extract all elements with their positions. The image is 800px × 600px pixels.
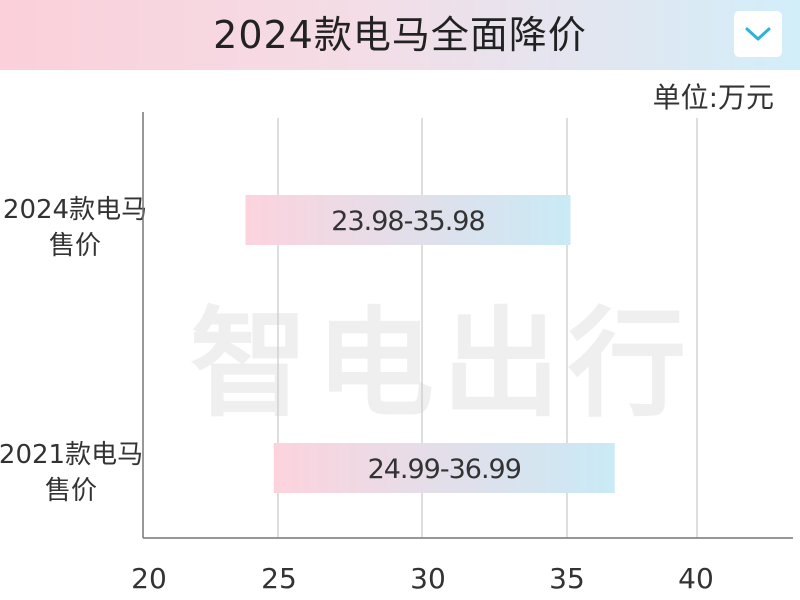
x-tick-label: 25 <box>261 562 297 595</box>
collapse-toggle-button[interactable] <box>734 11 782 57</box>
unit-label: 单位:万元 <box>652 81 774 114</box>
page-title: 2024款电马全面降价 <box>213 13 587 57</box>
title-bar <box>0 0 800 70</box>
chevron-down-icon <box>745 27 771 41</box>
x-tick-label: 40 <box>678 562 714 595</box>
bar-value-label: 24.99-36.99 <box>368 454 521 485</box>
bar-value-label: 23.98-35.98 <box>331 206 484 237</box>
range-bar <box>273 443 615 493</box>
watermark-text: 智电出行 <box>190 295 695 433</box>
category-label-line: 2021款电马 <box>0 440 144 470</box>
category-label-line: 售价 <box>48 231 101 261</box>
category-label-2024: 2024款电马 售价 <box>0 192 150 264</box>
range-bar <box>245 195 571 245</box>
x-tick-label: 20 <box>131 562 167 595</box>
x-tick-label: 35 <box>549 562 585 595</box>
category-label-line: 售价 <box>44 476 97 506</box>
category-label-line: 2024款电马 <box>2 195 148 225</box>
category-label-2021: 2021款电马 售价 <box>0 437 146 509</box>
x-tick-label: 30 <box>410 562 446 595</box>
